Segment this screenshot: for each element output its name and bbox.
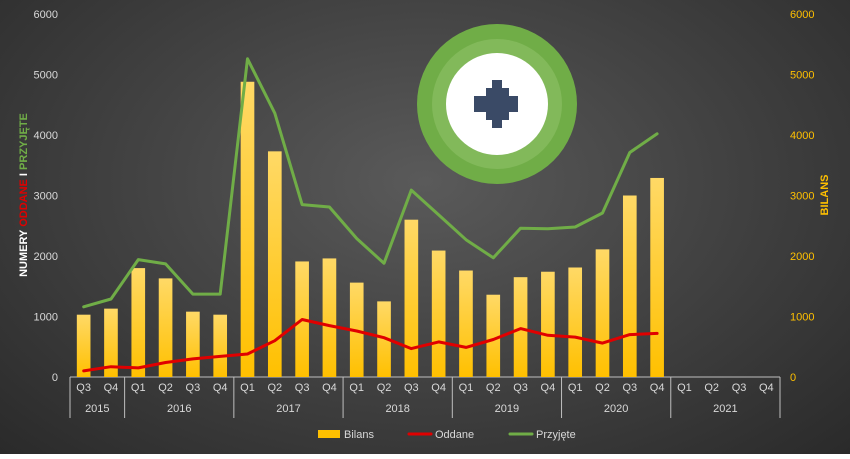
- x-tick-quarter: Q1: [568, 382, 583, 394]
- bar-bilans: [186, 311, 200, 377]
- bar-bilans: [404, 219, 419, 377]
- x-tick-quarter: Q3: [622, 382, 637, 394]
- x-tick-quarter: Q2: [486, 382, 501, 394]
- line-przyjete: [82, 57, 659, 309]
- x-tick-quarter: Q2: [704, 382, 719, 394]
- x-tick-year: 2017: [276, 403, 300, 415]
- bilans-bars: [76, 81, 664, 377]
- legend-label-przyjete: Przyjęte: [536, 429, 576, 441]
- x-tick-quarter: Q4: [213, 382, 228, 394]
- y-tick-left: 0: [52, 372, 58, 384]
- bar-bilans: [486, 294, 501, 377]
- legend-label-oddane: Oddane: [435, 429, 474, 441]
- y-tick-right: 0: [790, 372, 796, 384]
- bar-bilans: [322, 258, 337, 377]
- axes: 0 1000 2000 3000 4000 5000 6000 0 1000 2000 3000 40…: [34, 9, 814, 418]
- y-tick-left: 6000: [34, 9, 58, 21]
- y-tick-left: 4000: [34, 130, 58, 142]
- bar-bilans: [568, 267, 583, 377]
- bar-bilans: [650, 177, 664, 377]
- x-tick-quarter: Q4: [104, 382, 119, 394]
- bar-bilans: [267, 151, 282, 377]
- lines: [82, 57, 659, 373]
- x-tick-year: 2015: [85, 403, 109, 415]
- x-tick-year: 2016: [167, 403, 191, 415]
- y-axis-label-right: BILANS: [819, 175, 831, 216]
- x-tick-quarter: Q4: [541, 382, 556, 394]
- x-tick-quarter: Q3: [513, 382, 528, 394]
- x-tick-year: 2018: [385, 403, 409, 415]
- x-tick-quarter: Q2: [595, 382, 610, 394]
- y-axis-label-part: I: [18, 170, 30, 179]
- x-tick-quarter: Q1: [459, 382, 474, 394]
- x-tick-quarter: Q3: [404, 382, 419, 394]
- x-tick-quarter: Q3: [186, 382, 201, 394]
- x-tick-quarter: Q2: [377, 382, 392, 394]
- bar-bilans: [76, 314, 91, 377]
- y-axis-label-part: PRZYJĘTE: [18, 113, 30, 170]
- y-tick-left: 2000: [34, 251, 58, 263]
- bar-bilans: [595, 249, 610, 377]
- x-tick-quarter: Q1: [677, 382, 692, 394]
- x-tick-year: 2019: [495, 403, 519, 415]
- y-tick-right: 4000: [790, 130, 814, 142]
- bar-bilans: [431, 250, 446, 377]
- x-tick-quarter: Q4: [431, 382, 446, 394]
- line-oddane: [82, 318, 659, 373]
- logo: [417, 24, 577, 184]
- x-tick-quarter: Q3: [295, 382, 310, 394]
- x-tick-quarter: Q4: [759, 382, 774, 394]
- y-tick-right: 1000: [790, 312, 814, 324]
- y-tick-right: 3000: [790, 191, 814, 203]
- x-tick-quarter: Q2: [267, 382, 282, 394]
- bar-bilans: [131, 268, 146, 377]
- y-axis-label-part: ODDANE: [18, 179, 30, 227]
- y-tick-left: 3000: [34, 191, 58, 203]
- bar-bilans: [104, 308, 118, 377]
- x-tick-quarter: Q4: [650, 382, 665, 394]
- axis-labels: NUMERY ODDANE I PRZYJĘTE BILANS: [18, 113, 831, 277]
- y-tick-right: 2000: [790, 251, 814, 263]
- x-tick-quarter: Q1: [349, 382, 364, 394]
- bar-bilans: [513, 277, 528, 377]
- bar-bilans: [622, 195, 637, 377]
- legend: Bilans Oddane Przyjęte: [318, 429, 576, 441]
- y-axis-label-part: NUMERY: [18, 227, 30, 277]
- y-tick-left: 5000: [34, 70, 58, 82]
- y-tick-right: 6000: [790, 9, 814, 21]
- x-tick-quarter: Q1: [240, 382, 255, 394]
- y-axis-label-left: NUMERY ODDANE I PRZYJĘTE: [18, 113, 30, 277]
- bar-bilans: [541, 271, 555, 377]
- x-tick-quarter: Q2: [158, 382, 173, 394]
- bar-bilans: [158, 278, 173, 377]
- x-tick-quarter: Q3: [76, 382, 91, 394]
- x-tick-year: 2021: [713, 403, 737, 415]
- y-tick-left: 1000: [34, 312, 58, 324]
- bar-bilans: [213, 314, 228, 377]
- x-tick-quarter: Q4: [322, 382, 337, 394]
- legend-swatch-bilans: [318, 430, 340, 438]
- x-tick-quarter: Q3: [732, 382, 747, 394]
- x-tick-quarter: Q1: [131, 382, 146, 394]
- bar-bilans: [240, 81, 255, 377]
- arrow-right-icon: [474, 80, 518, 128]
- legend-label-bilans: Bilans: [344, 429, 374, 441]
- bar-bilans: [459, 270, 473, 377]
- x-tick-year: 2020: [604, 403, 628, 415]
- y-tick-right: 5000: [790, 70, 814, 82]
